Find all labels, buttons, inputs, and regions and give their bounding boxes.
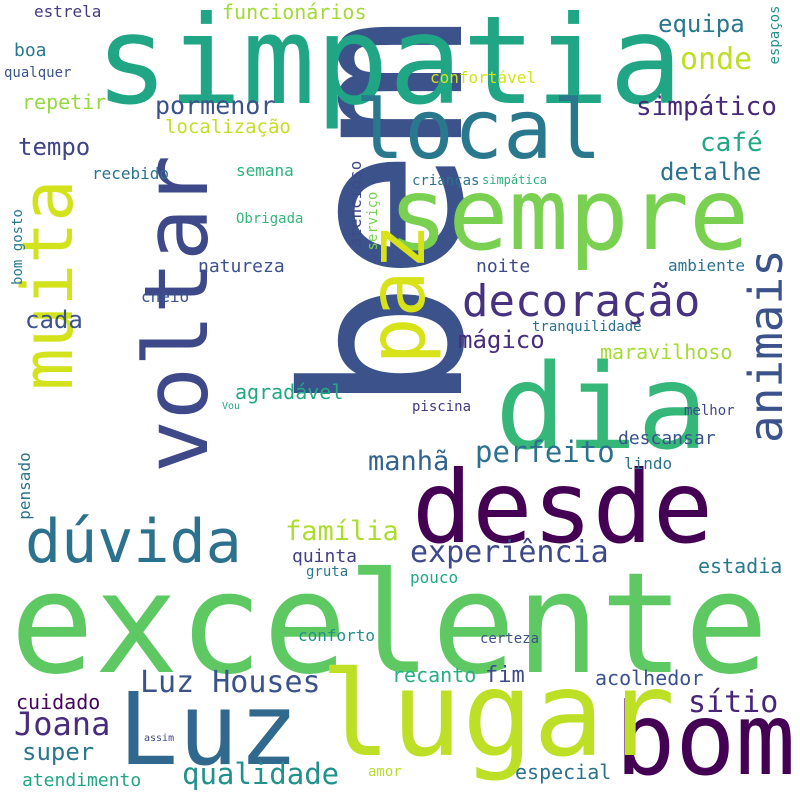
word-noite: noite bbox=[476, 256, 531, 277]
word-tempo: tempo bbox=[18, 133, 91, 161]
word-luz-houses: Luz Houses bbox=[140, 665, 321, 700]
word-quinta: quinta bbox=[292, 546, 358, 567]
word-tranquilidade: tranquilidade bbox=[532, 319, 642, 335]
word-simpatico: simpático bbox=[636, 92, 777, 122]
word-bom: bom bbox=[615, 681, 796, 798]
word-localizacao: localização bbox=[165, 116, 291, 138]
word-repetir: repetir bbox=[22, 90, 107, 114]
word-natureza: natureza bbox=[198, 256, 285, 277]
word-pouco: pouco bbox=[410, 568, 459, 587]
word-sempre: sempre bbox=[388, 156, 750, 273]
word-onde: onde bbox=[680, 42, 753, 77]
word-luz: Luz bbox=[118, 671, 299, 788]
word-qualidade: qualidade bbox=[182, 757, 340, 791]
word-ambiente: ambiente bbox=[668, 256, 746, 275]
word-magico: mágico bbox=[458, 326, 545, 354]
word-manha: manhã bbox=[368, 446, 450, 477]
word-fim: fim bbox=[485, 663, 525, 688]
word-semana: semana bbox=[236, 161, 294, 180]
word-boa: boa bbox=[14, 40, 47, 61]
word-equipa: equipa bbox=[658, 10, 745, 38]
word-lugar: lugar bbox=[320, 645, 676, 783]
word-recebido: recebido bbox=[92, 164, 170, 183]
word-simpatia: simpatia bbox=[95, 0, 683, 132]
word-certeza: certeza bbox=[480, 631, 540, 647]
word-excelente: excelente bbox=[10, 543, 769, 706]
word-local: local bbox=[355, 83, 602, 178]
word-pormenor: pormenor bbox=[155, 91, 276, 120]
word-recanto: recanto bbox=[392, 663, 477, 687]
word-maravilhoso: maravilhoso bbox=[600, 340, 733, 364]
word-conforto: conforto bbox=[298, 626, 376, 645]
word-experiencia: experiência bbox=[410, 535, 609, 570]
word-detalhe: detalhe bbox=[660, 158, 762, 186]
word-joana: Joana bbox=[14, 705, 111, 743]
word-cada: cada bbox=[25, 306, 83, 334]
word-bom-gosto: bom gosto bbox=[10, 209, 26, 285]
word-vou: Vou bbox=[222, 401, 241, 412]
word-atencioso: atencioso bbox=[346, 160, 365, 248]
word-acolhedor: acolhedor bbox=[595, 666, 704, 690]
word-perfeito: perfeito bbox=[475, 435, 615, 469]
word-cafe: café bbox=[700, 128, 763, 158]
word-obrigada: Obrigada bbox=[236, 211, 304, 227]
word-servico: serviço bbox=[365, 191, 381, 251]
word-cheio: cheio bbox=[141, 287, 190, 306]
word-descansar: descansar bbox=[618, 428, 716, 449]
word-amor: amor bbox=[368, 764, 402, 780]
word-duvida: dúvida bbox=[25, 507, 242, 577]
word-sitio: sítio bbox=[688, 685, 779, 720]
word-estadia: estadia bbox=[698, 554, 783, 578]
word-dia: dia bbox=[495, 338, 709, 476]
word-lindo: lindo bbox=[624, 454, 673, 473]
word-pensado: pensado bbox=[15, 452, 34, 520]
word-assim: assim bbox=[144, 733, 175, 744]
word-qualquer: qualquer bbox=[4, 65, 72, 81]
word-espacos: espaços bbox=[767, 5, 783, 65]
word-familia: família bbox=[285, 516, 399, 547]
word-atendimento: atendimento bbox=[22, 770, 142, 791]
word-simpatica: simpática bbox=[482, 173, 548, 187]
word-animais: animais bbox=[739, 249, 793, 443]
word-gruta: gruta bbox=[306, 564, 349, 580]
word-estrela: estrela bbox=[34, 2, 102, 21]
word-super: super bbox=[22, 738, 95, 766]
word-confortavel: confortável bbox=[430, 68, 536, 87]
word-criancas: crianças bbox=[412, 173, 480, 189]
word-desde: desde bbox=[412, 449, 714, 566]
word-piscina: piscina bbox=[412, 399, 472, 415]
word-decoracao: decoração bbox=[462, 276, 701, 327]
word-especial: especial bbox=[515, 760, 612, 784]
word-funcionarios: funcionários bbox=[222, 0, 367, 24]
word-melhor: melhor bbox=[684, 403, 735, 419]
word-agradavel: agradável bbox=[235, 380, 344, 404]
word-cuidado: cuidado bbox=[16, 690, 101, 714]
word-voltar: voltar bbox=[125, 155, 228, 473]
